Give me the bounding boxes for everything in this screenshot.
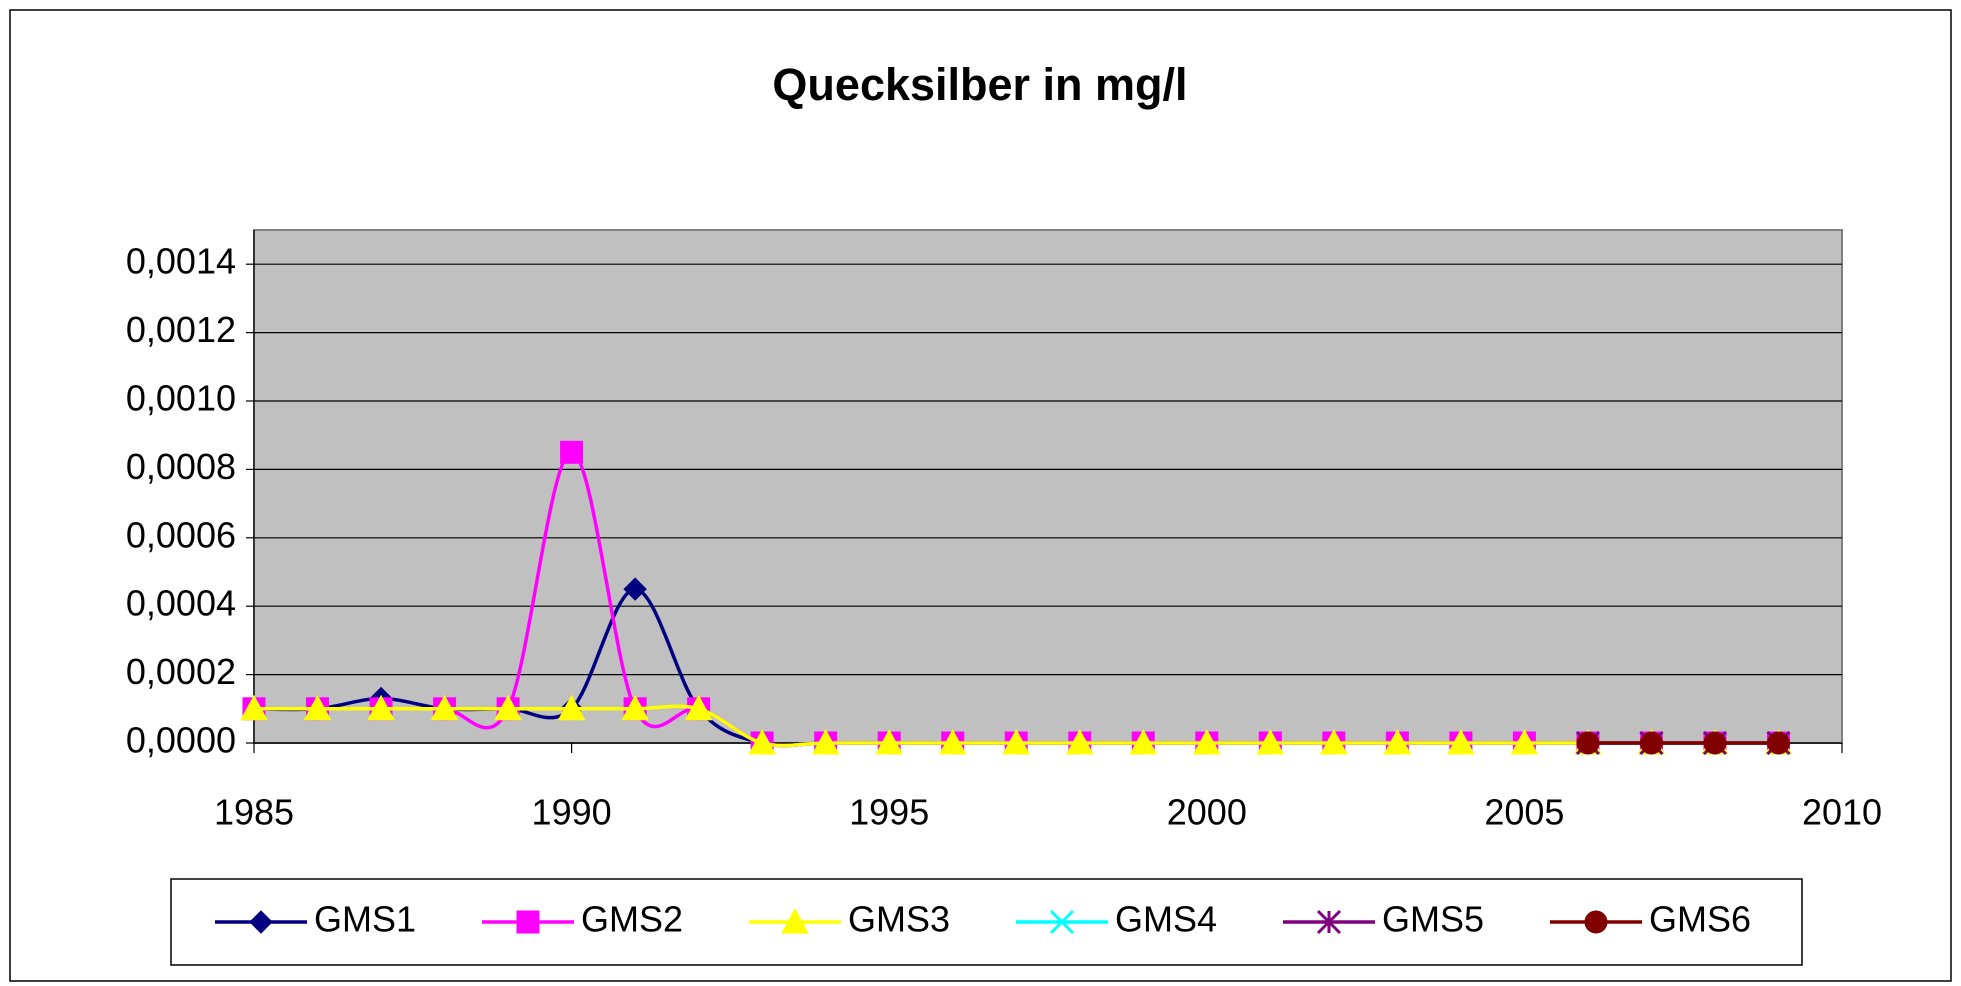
legend-label: GMS1	[314, 899, 416, 940]
marker	[494, 694, 522, 721]
legend-label: GMS4	[1115, 899, 1217, 940]
marker	[623, 577, 647, 601]
legend-box	[170, 878, 1803, 966]
marker	[1192, 728, 1221, 755]
marker	[1320, 728, 1348, 755]
y-tick-label: 0,0008	[126, 446, 236, 487]
marker	[560, 440, 584, 464]
marker	[430, 694, 459, 721]
marker	[557, 694, 586, 721]
marker	[1129, 728, 1158, 755]
marker	[249, 910, 273, 934]
legend-label: GMS2	[581, 899, 683, 940]
marker	[1049, 909, 1075, 935]
marker	[303, 694, 332, 721]
x-tick-label: 2010	[1802, 792, 1882, 833]
y-tick-label: 0,0000	[126, 720, 236, 761]
x-tick-label: 2000	[1167, 792, 1247, 833]
marker	[684, 694, 713, 721]
x-tick-label: 1985	[214, 792, 294, 833]
plot-area	[253, 229, 1843, 744]
marker	[1256, 728, 1285, 755]
x-tick-label: 1990	[532, 792, 612, 833]
legend-label: GMS6	[1649, 899, 1751, 940]
marker	[1584, 910, 1608, 934]
marker	[240, 694, 268, 721]
y-tick-label: 0,0012	[126, 309, 236, 350]
marker	[516, 910, 540, 934]
chart-title: Quecksilber in mg/l	[772, 59, 1187, 110]
legend-label: GMS3	[848, 899, 950, 940]
marker	[748, 728, 776, 755]
marker	[938, 728, 967, 755]
x-tick-label: 2005	[1484, 792, 1564, 833]
marker	[1316, 909, 1342, 935]
marker	[781, 907, 809, 934]
marker	[1065, 728, 1094, 755]
marker	[1703, 731, 1727, 755]
marker	[621, 694, 649, 721]
marker	[811, 728, 840, 755]
x-tick-label: 1995	[849, 792, 929, 833]
y-tick-label: 0,0006	[126, 514, 236, 555]
marker	[1639, 731, 1663, 755]
marker	[875, 728, 904, 755]
y-tick-label: 0,0010	[126, 378, 236, 419]
marker	[367, 694, 395, 721]
y-tick-label: 0,0002	[126, 651, 236, 692]
marker	[1383, 728, 1412, 755]
y-tick-label: 0,0014	[126, 241, 236, 282]
marker	[1002, 728, 1031, 755]
y-tick-label: 0,0004	[126, 583, 236, 624]
marker	[1510, 728, 1539, 755]
legend-label: GMS5	[1382, 899, 1484, 940]
marker	[1447, 728, 1475, 755]
marker	[1576, 731, 1600, 755]
marker	[1766, 731, 1790, 755]
